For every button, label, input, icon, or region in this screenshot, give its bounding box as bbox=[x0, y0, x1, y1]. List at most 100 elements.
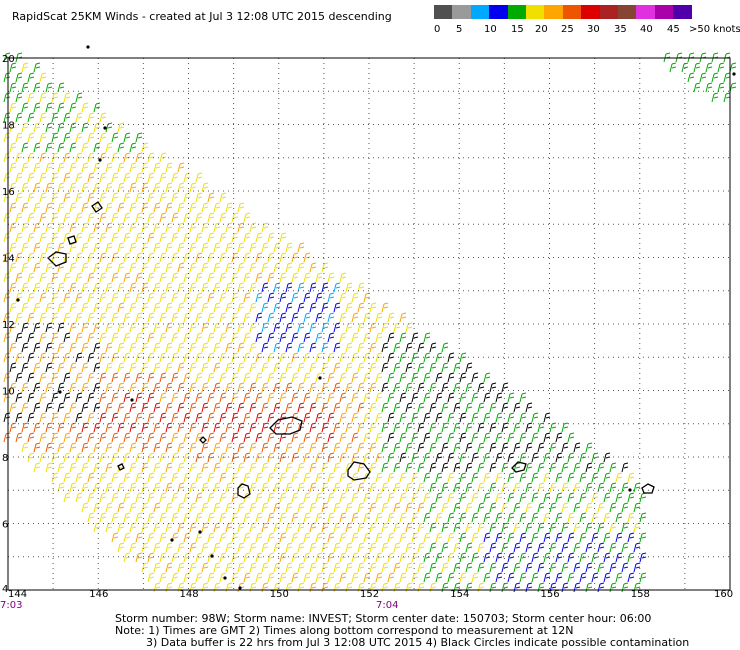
wind-barb bbox=[111, 332, 119, 343]
wind-barb bbox=[507, 532, 515, 543]
contamination-dot bbox=[16, 298, 20, 302]
wind-barb bbox=[369, 482, 377, 493]
wind-barb bbox=[105, 522, 113, 533]
wind-barb bbox=[687, 72, 695, 83]
wind-barb bbox=[327, 412, 335, 423]
wind-barb bbox=[525, 562, 533, 573]
wind-barb bbox=[411, 332, 419, 343]
wind-barb bbox=[189, 342, 197, 353]
wind-barb bbox=[243, 552, 251, 563]
wind-barb bbox=[111, 432, 119, 443]
wind-barb bbox=[639, 512, 647, 523]
wind-barb bbox=[21, 62, 29, 73]
wind-barb bbox=[375, 372, 383, 383]
wind-barb bbox=[267, 552, 275, 563]
wind-barb bbox=[129, 482, 137, 493]
wind-barb bbox=[93, 162, 101, 173]
y-tick-label: 10 bbox=[2, 387, 15, 398]
wind-barb bbox=[129, 442, 137, 453]
wind-barb bbox=[27, 292, 35, 303]
y-tick-label: 16 bbox=[2, 187, 15, 198]
wind-barb bbox=[261, 522, 269, 533]
wind-barb bbox=[393, 362, 401, 373]
wind-barb bbox=[483, 392, 491, 403]
wind-barb bbox=[183, 412, 191, 423]
wind-barb bbox=[15, 332, 23, 343]
wind-barb bbox=[243, 252, 251, 263]
legend-swatch bbox=[489, 5, 509, 19]
wind-barb bbox=[111, 472, 119, 483]
wind-barb bbox=[117, 302, 125, 313]
wind-barb bbox=[183, 492, 191, 503]
wind-barb bbox=[87, 192, 95, 203]
wind-barb bbox=[21, 322, 29, 333]
wind-barb bbox=[165, 462, 173, 473]
wind-barb bbox=[111, 492, 119, 503]
wind-barb bbox=[117, 522, 125, 533]
wind-barb bbox=[579, 532, 587, 543]
wind-barb bbox=[51, 232, 59, 243]
wind-barb bbox=[111, 252, 119, 263]
wind-barb bbox=[117, 262, 125, 273]
wind-barb bbox=[513, 422, 521, 433]
wind-barb bbox=[315, 332, 323, 343]
wind-barb bbox=[243, 432, 251, 443]
y-tick-label: 8 bbox=[2, 453, 8, 464]
wind-barb bbox=[105, 142, 113, 153]
island-outline bbox=[347, 461, 371, 481]
wind-barb bbox=[345, 582, 353, 593]
wind-barb bbox=[159, 172, 167, 183]
wind-barb bbox=[531, 412, 539, 423]
wind-barb bbox=[261, 402, 269, 413]
wind-barb bbox=[237, 502, 245, 513]
wind-barb bbox=[171, 472, 179, 483]
wind-barb bbox=[111, 152, 119, 163]
wind-barb bbox=[273, 582, 281, 593]
wind-barb bbox=[171, 412, 179, 423]
wind-barb bbox=[39, 172, 47, 183]
wind-barb bbox=[501, 402, 509, 413]
contamination-dot bbox=[58, 390, 62, 394]
wind-barb bbox=[249, 442, 257, 453]
wind-barb bbox=[591, 452, 599, 463]
wind-barb bbox=[3, 212, 11, 223]
wind-barb bbox=[321, 402, 329, 413]
x-tick-label: 160 bbox=[714, 589, 733, 600]
wind-barb bbox=[207, 532, 215, 543]
wind-barb bbox=[561, 582, 569, 593]
wind-barb bbox=[291, 472, 299, 483]
wind-barb bbox=[441, 402, 449, 413]
wind-barb bbox=[21, 282, 29, 293]
wind-barb bbox=[273, 422, 281, 433]
wind-barb bbox=[543, 452, 551, 463]
lat-lon-grid bbox=[8, 58, 730, 590]
wind-barb bbox=[123, 292, 131, 303]
wind-barb bbox=[345, 542, 353, 553]
wind-barb bbox=[45, 142, 53, 153]
wind-barb bbox=[429, 542, 437, 553]
wind-barb bbox=[207, 332, 215, 343]
wind-barb bbox=[207, 192, 215, 203]
wind-barb bbox=[117, 342, 125, 353]
wind-barb bbox=[213, 362, 221, 373]
wind-barb bbox=[171, 392, 179, 403]
legend-swatch bbox=[544, 5, 564, 19]
wind-barb bbox=[327, 372, 335, 383]
wind-barb bbox=[99, 132, 107, 143]
wind-barb bbox=[51, 132, 59, 143]
wind-barb bbox=[417, 402, 425, 413]
wind-barb bbox=[45, 382, 53, 393]
wind-barb bbox=[375, 572, 383, 583]
wind-barb bbox=[405, 462, 413, 473]
wind-barb bbox=[303, 432, 311, 443]
wind-barb bbox=[189, 562, 197, 573]
wind-barb bbox=[225, 422, 233, 433]
wind-barb bbox=[75, 212, 83, 223]
wind-barb bbox=[387, 472, 395, 483]
wind-barb bbox=[297, 562, 305, 573]
wind-barb bbox=[159, 512, 167, 523]
wind-barb bbox=[369, 402, 377, 413]
wind-barb bbox=[249, 502, 257, 513]
wind-barb bbox=[141, 422, 149, 433]
wind-barb bbox=[219, 492, 227, 503]
